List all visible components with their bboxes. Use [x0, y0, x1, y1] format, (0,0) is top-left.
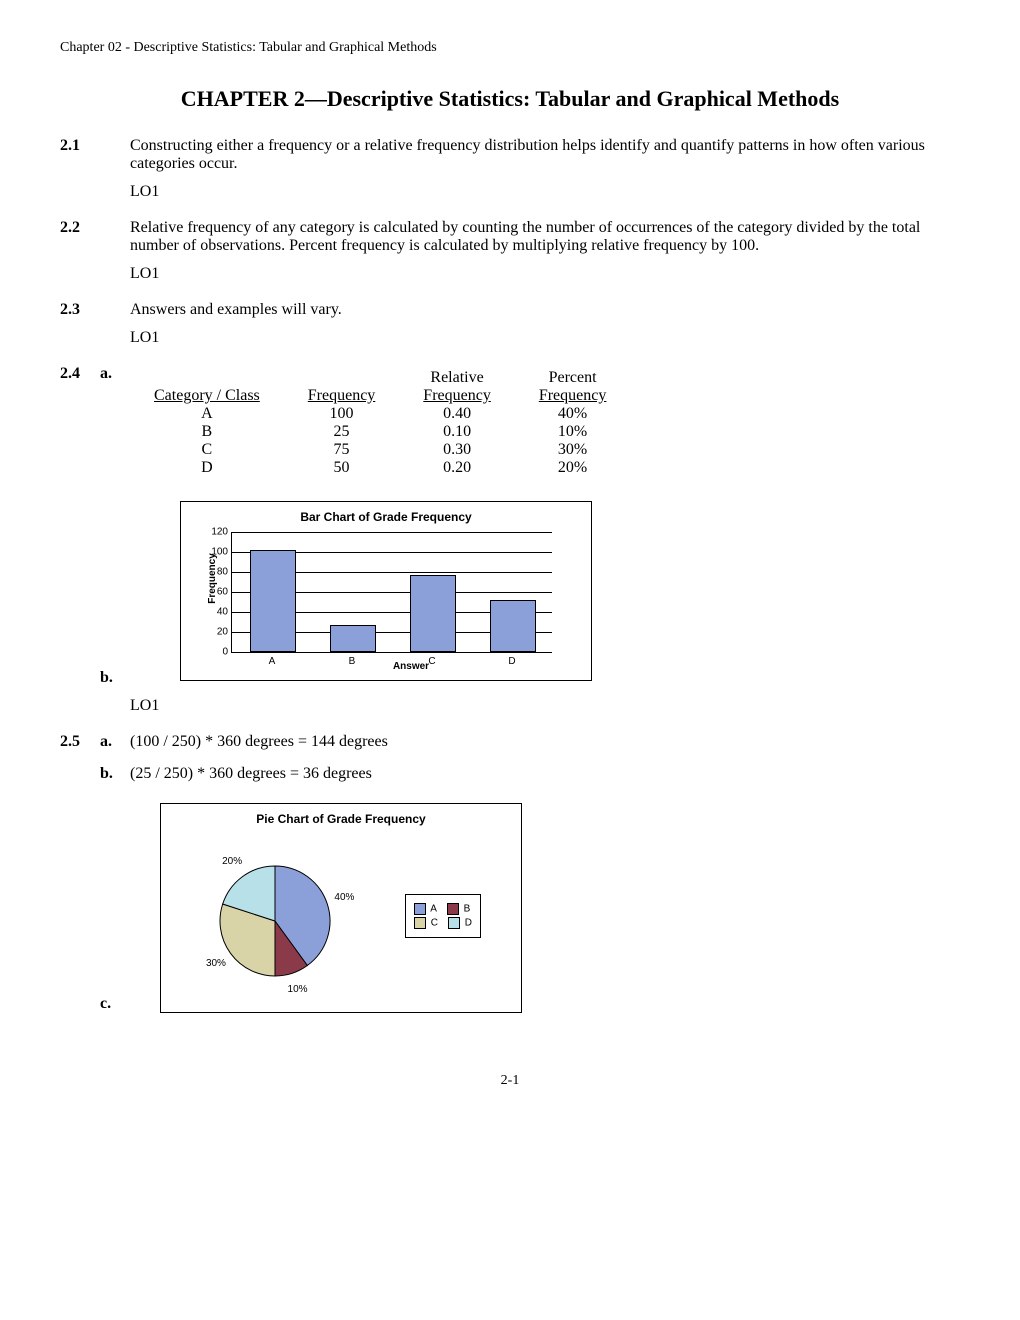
qtext: Relative frequency of any category is ca…	[130, 219, 960, 255]
table-cell: 10%	[515, 423, 631, 441]
bar	[410, 575, 456, 652]
bar-chart-ytick: 60	[217, 587, 232, 598]
bar-chart-ytick: 120	[211, 527, 232, 538]
page-number: 2-1	[60, 1073, 960, 1089]
pie-slice-label: 30%	[206, 958, 226, 969]
bar-chart-title: Bar Chart of Grade Frequency	[181, 502, 591, 524]
th-top	[130, 369, 284, 387]
pie-slice-label: 40%	[334, 892, 354, 903]
th-top	[284, 369, 400, 387]
question-2-2: 2.2 Relative frequency of any category i…	[60, 219, 960, 255]
question-2-5-a: 2.5 a. (100 / 250) * 360 degrees = 144 d…	[60, 733, 960, 751]
table-cell: D	[130, 459, 284, 477]
qnum: 2.3	[60, 301, 100, 319]
question-2-3: 2.3 Answers and examples will vary.	[60, 301, 960, 319]
th-top: Relative	[399, 369, 515, 387]
frequency-table: Relative Percent Category / Class Freque…	[130, 369, 630, 477]
th: Frequency	[284, 387, 400, 405]
pie-slice-label: 10%	[288, 984, 308, 995]
lo-ref: LO1	[130, 183, 960, 201]
table-cell: 0.20	[399, 459, 515, 477]
table-cell: B	[130, 423, 284, 441]
pie-legend: A B C D	[405, 894, 481, 938]
qnum: 2.5	[60, 733, 100, 751]
bar-chart-xtick: B	[349, 652, 356, 667]
th: Frequency	[399, 387, 515, 405]
table-cell: 75	[284, 441, 400, 459]
qsub	[100, 137, 130, 173]
bar-chart-xtick: D	[508, 652, 515, 667]
bar-chart-ytick: 40	[217, 607, 232, 618]
qsub-a: a.	[100, 365, 130, 487]
pie-chart-row: c. Pie Chart of Grade Frequency 40% 10% 30%…	[60, 793, 960, 1013]
table-cell: A	[130, 405, 284, 423]
lo-ref: LO1	[130, 697, 960, 715]
table-cell: 40%	[515, 405, 631, 423]
table-cell: 50	[284, 459, 400, 477]
qnum: 2.1	[60, 137, 100, 173]
table-cell: 25	[284, 423, 400, 441]
legend-label: B	[461, 904, 470, 915]
lo-ref: LO1	[130, 329, 960, 347]
qtext: (25 / 250) * 360 degrees = 36 degrees	[130, 765, 960, 783]
qtext: Constructing either a frequency or a rel…	[130, 137, 960, 173]
table-cell: 0.40	[399, 405, 515, 423]
th-top: Percent	[515, 369, 631, 387]
question-2-4: 2.4 a. Relative Percent Category / Class…	[60, 365, 960, 487]
bar-chart-ytick: 100	[211, 547, 232, 558]
table-cell: 100	[284, 405, 400, 423]
pie-slice-label: 20%	[222, 856, 242, 867]
qnum: 2.4	[60, 365, 100, 487]
th: Category / Class	[130, 387, 284, 405]
bar-chart-xtick: C	[428, 652, 435, 667]
th: Frequency	[515, 387, 631, 405]
bar-chart-row: b. Bar Chart of Grade FrequencyFrequency…	[60, 491, 960, 687]
legend-swatch	[448, 917, 460, 929]
table-cell: 0.30	[399, 441, 515, 459]
pie-chart: Pie Chart of Grade Frequency 40% 10% 30% 20%…	[160, 803, 522, 1013]
bar	[330, 625, 376, 652]
question-2-1: 2.1 Constructing either a frequency or a…	[60, 137, 960, 173]
qsub-a: a.	[100, 733, 130, 751]
table-cell: C	[130, 441, 284, 459]
pie-chart-title: Pie Chart of Grade Frequency	[161, 804, 521, 826]
table-cell: 20%	[515, 459, 631, 477]
bar-chart-ytick: 0	[222, 647, 232, 658]
table-cell: 0.10	[399, 423, 515, 441]
qsub-b: b.	[100, 765, 130, 783]
legend-label: C	[428, 918, 438, 929]
chapter-title: CHAPTER 2—Descriptive Statistics: Tabula…	[60, 86, 960, 112]
bar	[490, 600, 536, 652]
bar	[250, 550, 296, 652]
qsub-c: c.	[100, 995, 130, 1013]
legend-label: A	[428, 904, 437, 915]
legend-swatch	[447, 903, 459, 915]
qsub	[100, 301, 130, 319]
bar-chart-xtick: A	[269, 652, 276, 667]
qtext: Answers and examples will vary.	[130, 301, 960, 319]
bar-chart-xlabel: Answer	[231, 657, 591, 680]
qtext: (100 / 250) * 360 degrees = 144 degrees	[130, 733, 960, 751]
page-header: Chapter 02 - Descriptive Statistics: Tab…	[60, 40, 960, 56]
bar-chart-ytick: 80	[217, 567, 232, 578]
table-cell: 30%	[515, 441, 631, 459]
qsub-b: b.	[100, 669, 130, 687]
qnum: 2.2	[60, 219, 100, 255]
legend-swatch	[414, 917, 426, 929]
legend-swatch	[414, 903, 426, 915]
lo-ref: LO1	[130, 265, 960, 283]
legend-label: D	[462, 918, 472, 929]
bar-chart: Bar Chart of Grade FrequencyFrequency020…	[180, 501, 592, 681]
bar-chart-ytick: 20	[217, 627, 232, 638]
qcontent: Relative Percent Category / Class Freque…	[130, 365, 960, 487]
question-2-5-b: b. (25 / 250) * 360 degrees = 36 degrees	[60, 765, 960, 783]
qsub	[100, 219, 130, 255]
